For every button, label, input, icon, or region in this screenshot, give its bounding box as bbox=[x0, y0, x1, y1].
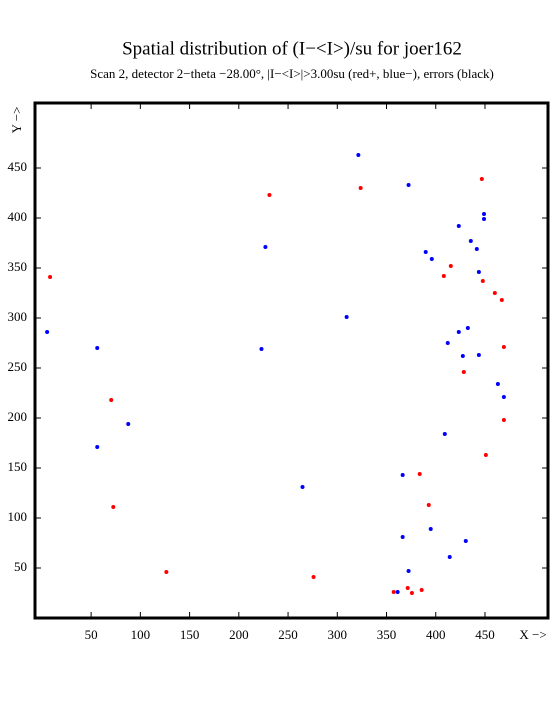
point bbox=[445, 341, 450, 345]
chart-title: Spatial distribution of (I−<I>)/su for j… bbox=[122, 38, 462, 59]
y-tick-label: 350 bbox=[8, 259, 28, 274]
point bbox=[461, 370, 466, 374]
point bbox=[126, 422, 131, 426]
point bbox=[492, 291, 497, 295]
point bbox=[441, 274, 446, 278]
point bbox=[499, 298, 504, 302]
point bbox=[300, 485, 305, 489]
point bbox=[479, 177, 484, 181]
point bbox=[95, 445, 100, 449]
y-tick-label: 250 bbox=[8, 359, 28, 374]
y-tick-label: 100 bbox=[8, 509, 28, 524]
x-tick-label: 100 bbox=[131, 627, 151, 642]
x-tick-label: 200 bbox=[229, 627, 249, 642]
point bbox=[405, 586, 410, 590]
point bbox=[456, 224, 461, 228]
y-tick-label: 200 bbox=[8, 409, 28, 424]
point bbox=[259, 347, 264, 351]
point bbox=[501, 345, 506, 349]
point bbox=[48, 275, 53, 279]
point bbox=[476, 270, 481, 274]
point bbox=[474, 247, 479, 251]
point bbox=[460, 354, 465, 358]
point bbox=[495, 382, 500, 386]
plot-frame bbox=[33, 101, 550, 620]
point bbox=[483, 453, 488, 457]
point bbox=[426, 503, 431, 507]
y-axis-label: Y −> bbox=[9, 107, 24, 134]
point bbox=[358, 186, 363, 190]
point bbox=[468, 239, 473, 243]
point bbox=[391, 590, 396, 594]
point bbox=[463, 539, 468, 543]
point bbox=[465, 326, 470, 330]
x-tick-label: 400 bbox=[426, 627, 446, 642]
y-tick-label: 50 bbox=[14, 559, 27, 574]
point bbox=[417, 472, 422, 476]
y-tick-label: 450 bbox=[8, 159, 28, 174]
x-tick-label: 350 bbox=[377, 627, 397, 642]
point bbox=[447, 555, 452, 559]
x-tick-label: 450 bbox=[475, 627, 495, 642]
point bbox=[476, 353, 481, 357]
x-axis-label: X −> bbox=[519, 627, 546, 642]
x-tick-label: 300 bbox=[328, 627, 348, 642]
point bbox=[423, 250, 428, 254]
point bbox=[409, 591, 414, 595]
point bbox=[481, 217, 486, 221]
point bbox=[267, 193, 272, 197]
point bbox=[111, 505, 116, 509]
x-tick-label: 250 bbox=[278, 627, 298, 642]
point bbox=[164, 570, 169, 574]
point bbox=[501, 418, 506, 422]
point bbox=[406, 569, 411, 573]
x-tick-label: 150 bbox=[180, 627, 200, 642]
chart-subtitle: Scan 2, detector 2−theta −28.00°, |I−<I>… bbox=[90, 66, 494, 81]
point bbox=[344, 315, 349, 319]
point bbox=[501, 395, 506, 399]
point bbox=[263, 245, 268, 249]
point bbox=[448, 264, 453, 268]
point bbox=[311, 575, 316, 579]
point bbox=[419, 588, 424, 592]
y-tick-label: 300 bbox=[8, 309, 28, 324]
point bbox=[109, 398, 114, 402]
point bbox=[356, 153, 361, 157]
point bbox=[400, 535, 405, 539]
point bbox=[400, 473, 405, 477]
point bbox=[429, 257, 434, 261]
point bbox=[456, 330, 461, 334]
point bbox=[95, 346, 100, 350]
y-tick-label: 400 bbox=[8, 209, 28, 224]
point bbox=[481, 212, 486, 216]
point bbox=[480, 279, 485, 283]
x-tick-label: 50 bbox=[85, 627, 98, 642]
point bbox=[406, 183, 411, 187]
point bbox=[428, 527, 433, 531]
point bbox=[442, 432, 447, 436]
point bbox=[395, 590, 400, 594]
y-tick-label: 150 bbox=[8, 459, 28, 474]
point bbox=[45, 330, 50, 334]
